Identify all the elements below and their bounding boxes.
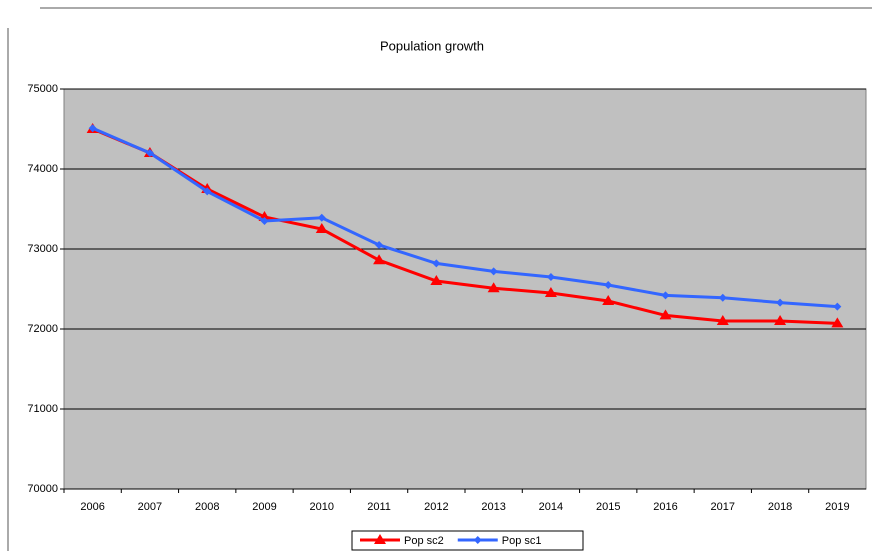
x-tick-label: 2010: [310, 501, 334, 513]
y-tick-label: 70000: [27, 483, 58, 495]
point-marker: [473, 536, 482, 544]
point-marker: [374, 534, 386, 544]
point-marker: [375, 241, 384, 249]
x-tick-label: 2018: [768, 501, 792, 513]
series-line: [92, 127, 838, 325]
chart-title: Population growth: [380, 38, 484, 53]
x-tick-label: 2014: [539, 501, 563, 513]
point-marker: [487, 282, 500, 293]
x-tick-label: 2019: [825, 501, 849, 513]
point-marker: [831, 317, 844, 328]
point-marker: [489, 267, 498, 276]
x-tick-label: 2016: [653, 501, 677, 513]
x-tick-label: 2012: [424, 501, 448, 513]
y-tick-label: 75000: [27, 83, 58, 95]
point-marker: [315, 223, 328, 233]
y-tick-label: 74000: [27, 163, 58, 175]
point-marker: [602, 295, 615, 305]
point-marker: [546, 273, 555, 281]
point-marker: [718, 293, 727, 302]
y-tick-label: 72000: [27, 323, 58, 335]
x-tick-label: 2015: [596, 501, 620, 513]
x-tick-label: 2013: [481, 501, 505, 513]
x-tick-label: 2017: [711, 501, 735, 513]
x-tick-label: 2009: [252, 501, 276, 513]
point-marker: [432, 259, 441, 268]
point-marker: [659, 309, 672, 320]
point-marker: [145, 149, 154, 157]
point-marker: [203, 187, 212, 196]
point-marker: [260, 217, 269, 225]
point-marker: [544, 287, 557, 297]
point-marker: [604, 281, 613, 289]
point-marker: [317, 213, 326, 222]
x-tick-label: 2006: [80, 501, 104, 513]
legend-label: Pop sc1: [502, 535, 542, 547]
point-marker: [661, 291, 670, 300]
point-marker: [774, 315, 787, 325]
point-marker: [716, 315, 729, 325]
point-marker: [430, 275, 443, 285]
legend-label: Pop sc2: [404, 535, 444, 547]
point-marker: [373, 254, 386, 265]
point-marker: [833, 302, 842, 311]
series-line: [92, 126, 838, 309]
x-tick-label: 2011: [367, 501, 391, 513]
x-tick-label: 2008: [195, 501, 219, 513]
y-tick-label: 71000: [27, 403, 58, 415]
x-tick-label: 2007: [138, 501, 162, 513]
point-marker: [776, 298, 785, 307]
point-marker: [88, 124, 97, 133]
plot-area: [63, 88, 867, 490]
y-tick-label: 73000: [27, 243, 58, 255]
